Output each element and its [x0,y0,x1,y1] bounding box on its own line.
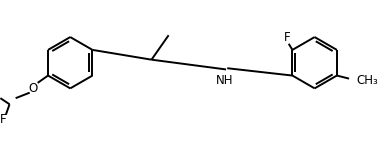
Text: F: F [284,31,291,44]
Text: CH₃: CH₃ [357,74,378,87]
Text: O: O [28,83,38,95]
Text: NH: NH [216,74,233,87]
Text: F: F [0,113,7,126]
